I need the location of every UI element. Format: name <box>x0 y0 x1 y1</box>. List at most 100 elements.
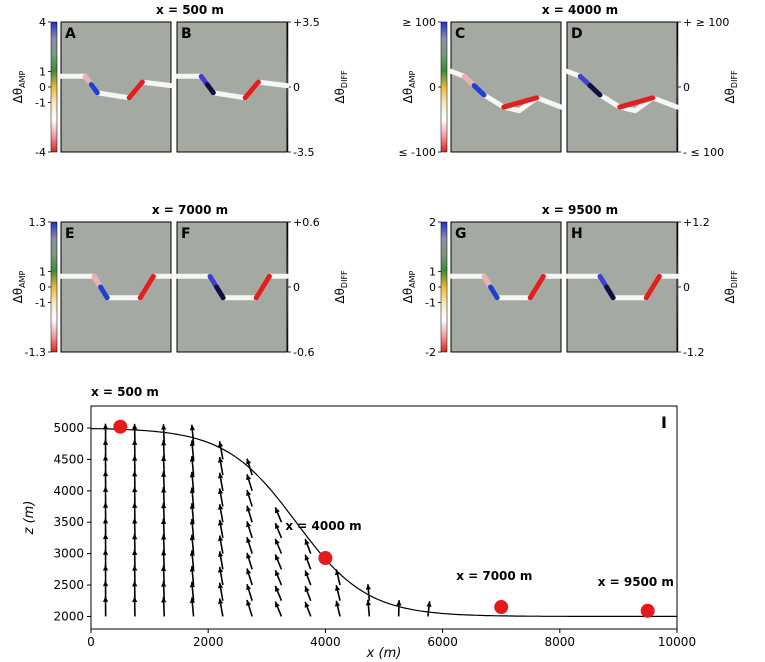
location-label: x = 9500 m <box>598 575 674 589</box>
panel-group-title: x = 4000 m <box>542 3 618 17</box>
amp-tick-label: 0 <box>39 281 46 294</box>
velocity-arrowhead <box>246 568 252 575</box>
amp-axis-label: ΔθAMP <box>401 270 417 303</box>
profile-color-segment <box>253 273 272 301</box>
amp-tick-label: ≥ 100 <box>402 16 436 29</box>
panel-letter: B <box>181 26 192 42</box>
terrain-profile <box>564 273 680 301</box>
location-label: x = 4000 m <box>285 519 361 533</box>
velocity-arrowhead <box>218 504 224 510</box>
y-tick-label: 4500 <box>53 452 84 466</box>
amp-axis-label: ΔθAMP <box>11 70 27 103</box>
amp-tick-label: 4 <box>39 16 46 29</box>
location-marker <box>113 419 128 434</box>
velocity-arrowhead <box>189 440 195 447</box>
terrain-profile <box>58 273 174 301</box>
amp-tick-label: -1.3 <box>25 346 46 359</box>
profile-color-segment <box>471 83 487 98</box>
velocity-arrowhead <box>246 599 252 606</box>
profile-panel <box>450 21 562 153</box>
velocity-arrowhead <box>246 490 252 496</box>
amp-tick-label: -2 <box>425 346 436 359</box>
velocity-arrowhead <box>274 538 280 545</box>
profile-color-segment <box>527 273 546 301</box>
panel-letter: F <box>181 226 191 242</box>
y-tick-label: 2000 <box>53 609 84 623</box>
diff-tick-label: + ≥ 100 <box>683 16 729 29</box>
profile-color-segment <box>604 284 616 301</box>
velocity-arrowhead <box>189 581 195 588</box>
velocity-arrowhead <box>189 534 195 541</box>
amp-tick-label: 1 <box>429 265 436 278</box>
velocity-arrowhead <box>218 598 224 605</box>
profile-panel <box>176 221 288 353</box>
amp-tick-label: -4 <box>35 146 46 159</box>
x-tick-label: 6000 <box>427 635 458 649</box>
panel-letter: C <box>455 26 465 42</box>
diff-tick-label: - ≤ 100 <box>683 146 724 159</box>
plot-frame <box>90 405 678 630</box>
profile-color-segment <box>242 79 261 101</box>
velocity-arrowhead <box>218 551 224 557</box>
y-axis-label: z (m) <box>22 501 37 536</box>
amp-axis-sub: AMP <box>18 270 27 287</box>
amp-tick-label: 1 <box>39 265 46 278</box>
panel-group-ef: x = 7000 m 1.3 1 0 -1 -1.3 +0.6 0 -0.6 ΔθAMP ΔθDIF… <box>11 203 349 359</box>
arrow-field <box>102 423 432 617</box>
profile-color-segment <box>643 273 662 301</box>
amp-tick-label: 1.3 <box>29 216 47 229</box>
terrain-line <box>91 428 677 617</box>
terrain-profile <box>58 73 174 101</box>
velocity-arrowhead <box>304 539 310 545</box>
diff-tick-label: +0.6 <box>293 216 320 229</box>
velocity-arrowhead <box>274 601 280 608</box>
diff-tick-label: 0 <box>293 81 300 94</box>
colorbar-panels: x = 500 m 4 1 0 -1 -4 +3.5 0 -3.5 ΔθAMP ΔθDIFF A Bx … <box>11 3 739 359</box>
velocity-arrowhead <box>189 518 195 525</box>
panel-letter: A <box>65 26 76 42</box>
profile-color-segment <box>98 284 110 301</box>
diff-axis-label: ΔθDIFF <box>723 70 739 104</box>
y-tick-label: 4000 <box>53 484 84 498</box>
velocity-arrowhead <box>189 550 195 556</box>
velocity-arrowhead <box>218 566 224 573</box>
velocity-arrowhead <box>161 424 167 430</box>
y-tick-label: 3500 <box>53 515 84 529</box>
diff-tick-label: -0.6 <box>293 346 314 359</box>
profile-color-segment <box>126 79 145 101</box>
x-tick-label: 10000 <box>658 635 696 649</box>
velocity-arrowhead <box>218 456 224 463</box>
velocity-arrowhead <box>189 597 195 604</box>
velocity-arrowhead <box>189 503 195 509</box>
amp-axis-label: ΔθAMP <box>11 270 27 303</box>
velocity-arrowhead <box>335 585 341 591</box>
velocity-arrowhead <box>218 488 224 495</box>
profile-panel <box>566 21 678 153</box>
velocity-arrowhead <box>189 471 195 478</box>
location-marker <box>494 600 509 615</box>
velocity-arrowhead <box>189 424 195 431</box>
location-label: x = 7000 m <box>456 569 532 583</box>
x-tick-label: 0 <box>87 635 95 649</box>
amp-tick-label: -1 <box>35 297 46 310</box>
amp-colorbar <box>50 21 58 153</box>
amp-colorbar <box>50 221 58 353</box>
location-label: x = 500 m <box>91 385 159 399</box>
diff-axis-sub: DIFF <box>730 270 739 288</box>
velocity-arrowhead <box>426 601 432 607</box>
velocity-arrowhead <box>132 423 138 430</box>
x-tick-label: 8000 <box>545 635 576 649</box>
profile-panel <box>60 21 172 153</box>
panel-group-title: x = 7000 m <box>152 203 228 217</box>
diff-axis-sub: DIFF <box>340 270 349 288</box>
panel-letter: G <box>455 226 467 242</box>
location-marker <box>640 603 655 618</box>
velocity-arrowhead <box>218 535 224 542</box>
velocity-arrowhead <box>246 505 252 512</box>
diff-tick-label: 0 <box>683 281 690 294</box>
panel-group-title: x = 500 m <box>156 3 224 17</box>
profile-color-segment <box>488 284 500 301</box>
velocity-arrowhead <box>335 569 341 576</box>
profile-panel <box>60 221 172 353</box>
amp-tick-label: 0 <box>429 281 436 294</box>
